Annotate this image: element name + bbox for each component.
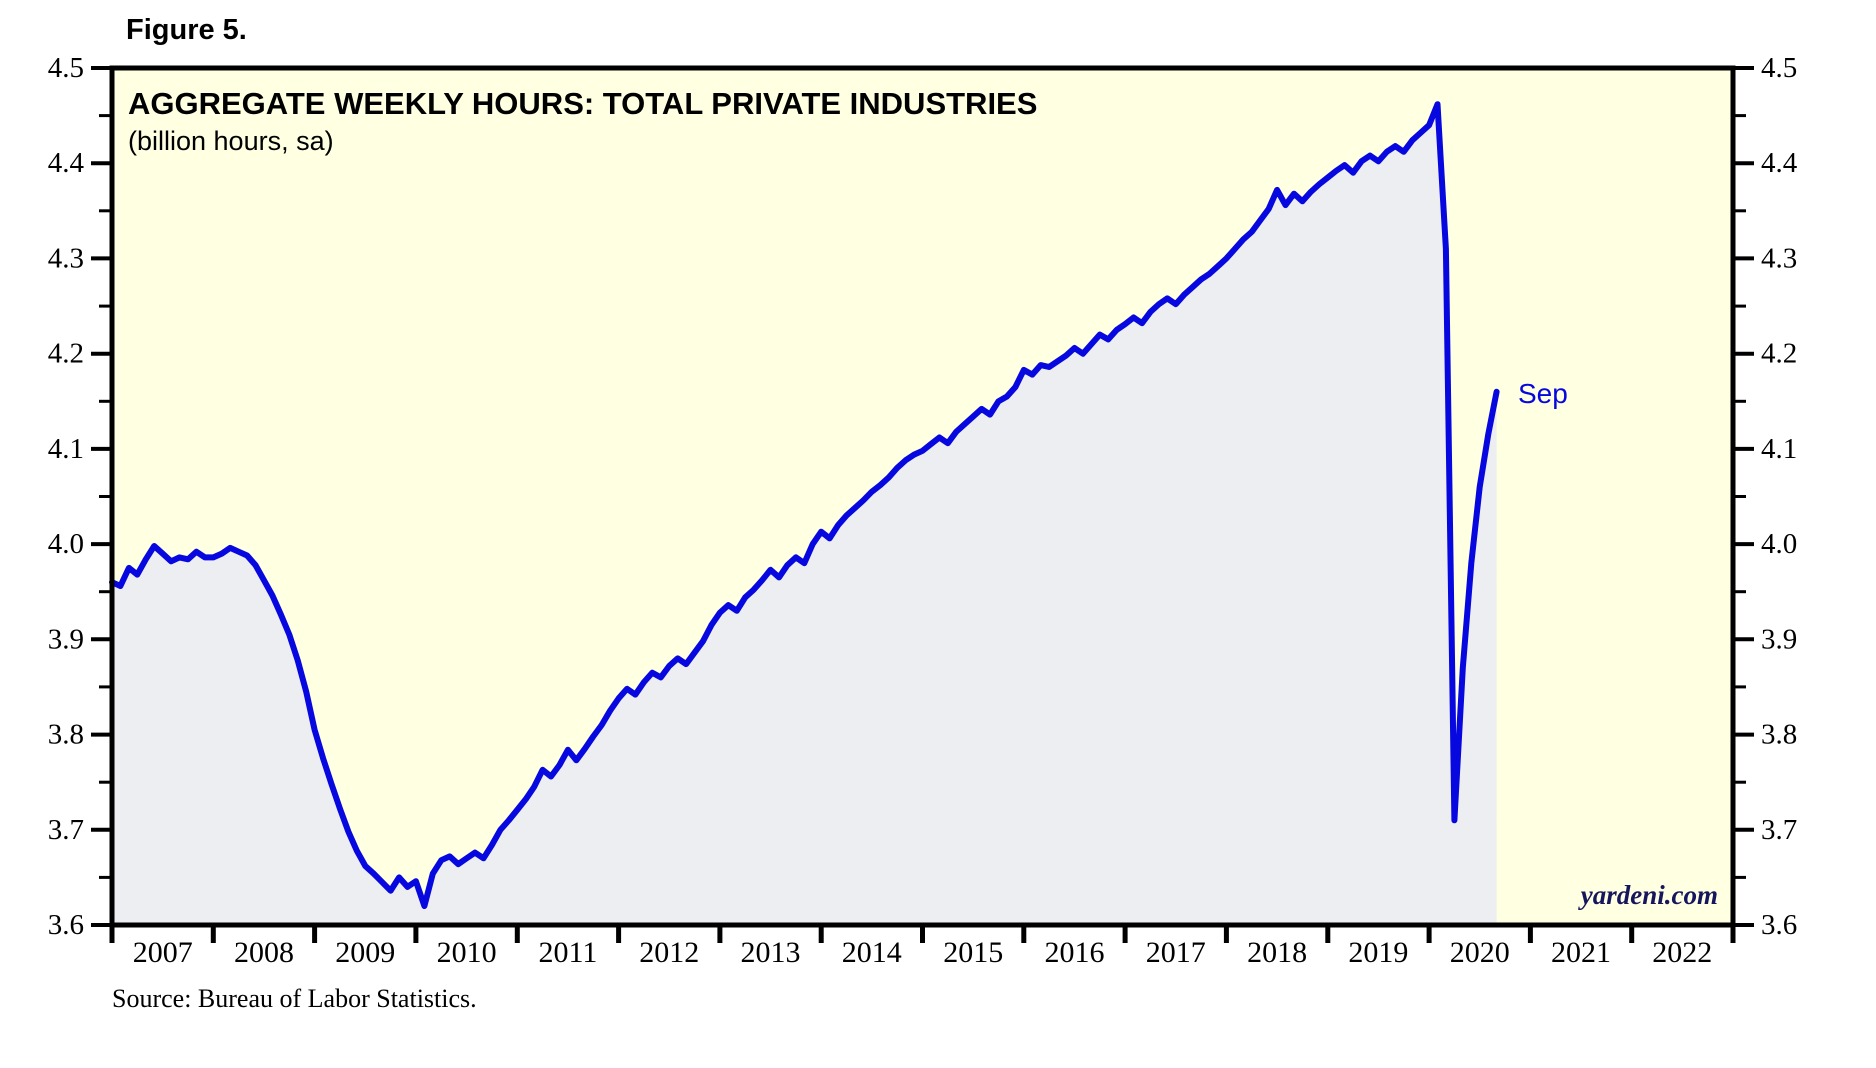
y-axis-tick-label-left: 3.6 (48, 909, 84, 941)
y-axis-tick-label-right: 4.1 (1761, 433, 1797, 465)
x-axis-year-label: 2010 (437, 936, 497, 969)
y-axis-tick-label-right: 4.5 (1761, 52, 1797, 84)
x-axis-year-label: 2016 (1045, 936, 1105, 969)
y-axis-tick-label-left: 4.3 (48, 242, 84, 274)
y-axis-tick-label-right: 3.9 (1761, 623, 1797, 655)
x-axis-year-label: 2019 (1348, 936, 1408, 969)
x-axis-year-label: 2018 (1247, 936, 1307, 969)
y-axis-tick-label-right: 4.3 (1761, 242, 1797, 274)
last-point-label: Sep (1518, 378, 1568, 409)
x-axis-year-label: 2017 (1146, 936, 1206, 969)
y-axis-tick-label-right: 3.7 (1761, 814, 1797, 846)
y-axis-tick-label-left: 3.7 (48, 814, 84, 846)
x-axis-year-label: 2012 (639, 936, 699, 969)
watermark-yardeni: yardeni.com (1580, 880, 1718, 910)
x-axis-year-label: 2021 (1551, 936, 1611, 969)
data-line (109, 101, 1500, 909)
y-axis-tick-label-right: 4.0 (1761, 528, 1797, 560)
y-axis-tick-label-right: 3.8 (1761, 719, 1797, 751)
y-axis-tick-label-left: 4.5 (48, 52, 84, 84)
y-axis-tick-label-right: 4.2 (1761, 338, 1797, 370)
x-axis-year-label: 2013 (741, 936, 801, 969)
y-axis-tick-label-right: 4.4 (1761, 147, 1798, 179)
x-axis-year-label: 2020 (1450, 936, 1510, 969)
y-axis-tick-label-left: 4.4 (48, 147, 85, 179)
x-axis-year-label: 2007 (133, 936, 193, 969)
y-axis-tick-label-left: 3.8 (48, 719, 84, 751)
figure-label: Figure 5. (126, 14, 247, 46)
y-axis-tick-label-left: 4.0 (48, 528, 84, 560)
chart-subtitle: (billion hours, sa) (128, 126, 334, 156)
chart-title: AGGREGATE WEEKLY HOURS: TOTAL PRIVATE IN… (128, 86, 1038, 121)
area-fill (112, 104, 1497, 925)
y-axis-tick-label-left: 4.1 (48, 433, 84, 465)
x-axis-year-label: 2014 (842, 936, 902, 969)
x-axis-year-label: 2022 (1652, 936, 1712, 969)
source-note: Source: Bureau of Labor Statistics. (112, 984, 477, 1013)
x-axis-year-label: 2011 (538, 936, 597, 969)
y-axis-tick-label-left: 3.9 (48, 623, 84, 655)
x-axis-year-label: 2015 (943, 936, 1003, 969)
x-axis-year-label: 2009 (335, 936, 395, 969)
x-axis-year-label: 2008 (234, 936, 294, 969)
y-axis-tick-label-left: 4.2 (48, 338, 84, 370)
y-axis-tick-label-right: 3.6 (1761, 909, 1797, 941)
